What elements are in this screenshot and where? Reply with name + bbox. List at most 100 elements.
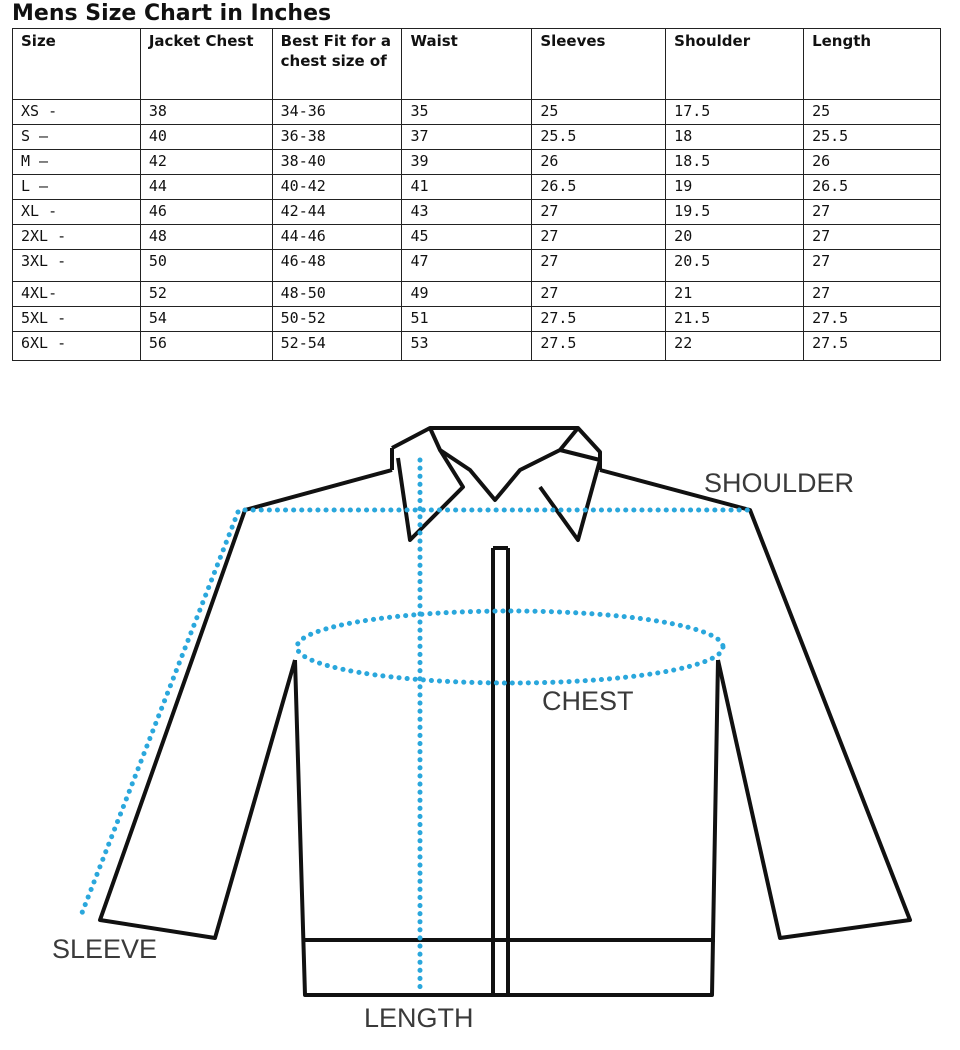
- table-row: M –42 38-40 39 26 18.5 26: [12, 149, 941, 175]
- table-cell: 21: [665, 281, 805, 307]
- table-cell: 27: [531, 249, 667, 282]
- table-cell: 18.5: [665, 149, 805, 175]
- table-cell: 53: [401, 331, 533, 361]
- table-cell: 52-54: [271, 331, 403, 361]
- table-cell: 26: [803, 149, 941, 175]
- table-cell: 50-52: [271, 306, 403, 332]
- table-cell: 27: [531, 281, 667, 307]
- sleeve-measure-line: [77, 509, 241, 921]
- collar: [390, 426, 602, 502]
- table-row: 4XL- 52 48-50 49 27 21 27: [12, 281, 941, 307]
- table-cell: 54: [139, 306, 273, 332]
- column-header: Shoulder: [665, 28, 805, 100]
- table-cell: 42: [139, 149, 273, 175]
- table-cell: 35: [401, 99, 533, 125]
- table-cell: 25.5: [803, 124, 941, 150]
- table-cell: 50: [139, 249, 273, 282]
- table-row: 5XL -54 50-52 51 27.5 21.5 27.5: [12, 306, 941, 332]
- column-header: Best Fit for a chest size of: [271, 28, 403, 100]
- table-cell: 34-36: [271, 99, 403, 125]
- table-cell: 6XL -: [12, 331, 141, 361]
- table-row: 2XL -48 44-46 45 27 20 27: [12, 224, 941, 250]
- table-row: XL -46 42-44 43 27 19.5 27: [12, 199, 941, 225]
- column-header: Jacket Chest: [139, 28, 273, 100]
- table-cell: XS -: [12, 99, 141, 125]
- table-cell: 27: [803, 224, 941, 250]
- left-sleeve: [98, 468, 393, 940]
- table-header-row: Size Jacket Chest Best Fit for a chest siz…: [12, 28, 941, 100]
- measurement-lines: [77, 457, 755, 995]
- table-cell: 19: [665, 174, 805, 200]
- table-cell: M –: [12, 149, 141, 175]
- table-row: 3XL -50 46-48 47 27 20.5 27: [12, 249, 941, 282]
- table-cell: 42-44: [271, 199, 403, 225]
- table-row: S –40 36-38 37 25.5 18 25.5: [12, 124, 941, 150]
- table-cell: 27: [531, 224, 667, 250]
- table-cell: 36-38: [271, 124, 403, 150]
- chest-label: CHEST: [542, 686, 634, 716]
- table-cell: L –: [12, 174, 141, 200]
- table-cell: 38: [139, 99, 273, 125]
- table-cell: 48: [139, 224, 273, 250]
- shoulder-label: SHOULDER: [704, 468, 854, 498]
- table-cell: 46-48: [271, 249, 403, 282]
- chest-measure-ellipse: [294, 608, 726, 686]
- column-header: Length: [803, 28, 941, 100]
- right-sleeve: [599, 468, 912, 940]
- table-cell: 56: [139, 331, 273, 361]
- table-cell: 41: [401, 174, 533, 200]
- size-chart-table: Size Jacket Chest Best Fit for a chest siz…: [12, 28, 941, 361]
- jacket-outline: [98, 426, 912, 997]
- table-cell: 20: [665, 224, 805, 250]
- table-cell: 52: [139, 281, 273, 307]
- table-row: 6XL -56 52-54 53 27.5 22 27.5: [12, 331, 941, 361]
- column-header: Size: [12, 28, 141, 100]
- table-cell: 22: [665, 331, 805, 361]
- table-cell: 25: [531, 99, 667, 125]
- table-cell: 46: [139, 199, 273, 225]
- table-cell: 26.5: [531, 174, 667, 200]
- length-label: LENGTH: [364, 1003, 474, 1033]
- table-cell: 27.5: [803, 306, 941, 332]
- table-cell: 27: [803, 199, 941, 225]
- column-header: Waist: [401, 28, 533, 100]
- table-cell: 51: [401, 306, 533, 332]
- table-cell: 37: [401, 124, 533, 150]
- table-cell: 49: [401, 281, 533, 307]
- table-cell: 5XL -: [12, 306, 141, 332]
- table-cell: 3XL -: [12, 249, 141, 282]
- table-cell: 38-40: [271, 149, 403, 175]
- table-cell: 39: [401, 149, 533, 175]
- table-cell: 27.5: [531, 331, 667, 361]
- table-cell: 40-42: [271, 174, 403, 200]
- sleeve-label: SLEEVE: [52, 934, 157, 964]
- table-cell: 26: [531, 149, 667, 175]
- table-cell: 2XL -: [12, 224, 141, 250]
- table-cell: 25: [803, 99, 941, 125]
- table-cell: 20.5: [665, 249, 805, 282]
- table-cell: 25.5: [531, 124, 667, 150]
- table-cell: 27: [531, 199, 667, 225]
- table-cell: 45: [401, 224, 533, 250]
- table-cell: 27: [803, 281, 941, 307]
- table-cell: 26.5: [803, 174, 941, 200]
- table-cell: 18: [665, 124, 805, 150]
- table-cell: 27.5: [803, 331, 941, 361]
- table-cell: 44: [139, 174, 273, 200]
- table-cell: S –: [12, 124, 141, 150]
- column-header: Sleeves: [531, 28, 667, 100]
- table-cell: 27.5: [531, 306, 667, 332]
- table-cell: 21.5: [665, 306, 805, 332]
- table-cell: XL -: [12, 199, 141, 225]
- table-cell: 40: [139, 124, 273, 150]
- table-cell: 19.5: [665, 199, 805, 225]
- table-cell: 27: [803, 249, 941, 282]
- jacket-measurement-diagram: SHOULDER CHEST SLEEVE LENGTH: [52, 426, 912, 1033]
- table-row: L –44 40-42 41 26.5 19 26.5: [12, 174, 941, 200]
- table-cell: 44-46: [271, 224, 403, 250]
- table-cell: 17.5: [665, 99, 805, 125]
- table-cell: 48-50: [271, 281, 403, 307]
- table-cell: 43: [401, 199, 533, 225]
- page-title: Mens Size Chart in Inches: [12, 1, 332, 26]
- table-cell: 4XL-: [12, 281, 141, 307]
